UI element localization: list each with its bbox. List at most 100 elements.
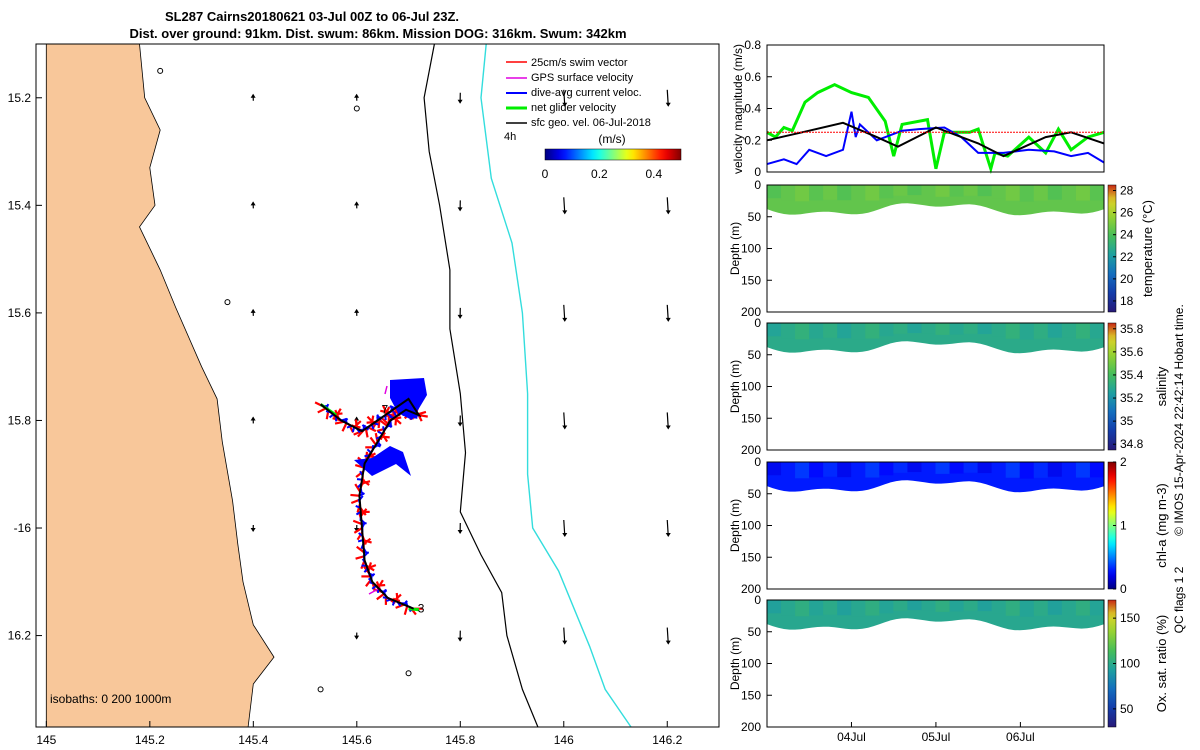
map-panel: 7 3 145 145.2 145.4 145.6 145.8 146 146.2 15.2 1… [8,43,720,747]
temperature-texture-19 [1033,185,1048,201]
chl-a-texture-9 [893,462,908,473]
salinity-texture-14 [963,323,978,334]
temperature-texture-12 [935,185,950,197]
chl-a-ylabel: Depth (m) [728,499,742,552]
island-1 [157,67,164,74]
map-ytick-label-4: -16 [14,521,32,535]
geo-arrowhead-1 [250,201,256,206]
temperature-ytick-label-1: 50 [748,210,762,224]
salinity-texture-3 [809,323,824,339]
swim-vector-1-2 [376,593,385,601]
legend-dive-label: dive-avg current veloc. [531,87,642,99]
geo-arrowhead-8 [354,416,360,421]
chl-a-texture-6 [851,462,866,479]
salinity-texture-4 [823,323,838,338]
salinity-cbar-tick-2: 35.4 [1120,368,1144,382]
map-ytick-label-3: 15.8 [8,413,32,427]
temperature-texture-3 [809,185,824,201]
colorbar-tick-0: 0 [542,167,549,181]
swim-vector-5-6 [355,470,364,478]
track-annotation-0: 7 [382,403,389,417]
temperature-texture-2 [795,185,810,202]
temperature-texture-5 [837,185,852,201]
velocity-colorbar [544,148,682,161]
swim-vector-4-0 [353,527,363,534]
temperature-ytick-label-0: 0 [754,178,761,192]
oxygen-texture-10 [907,600,922,611]
velocity-ytick-label-1: 0.2 [744,133,761,147]
geo-arrowhead-15 [457,530,463,535]
chl-a-texture-22 [1075,462,1090,478]
geo-arrowhead-4 [250,528,256,533]
island-2 [224,299,231,306]
salinity-section-panel: 0 50 100 150 200 Depth (m) 35.8 35.6 35.4 35.2 35 3… [728,316,1169,457]
temperature-texture-6 [851,185,866,202]
chl-a-texture-19 [1033,462,1048,478]
geo-arrowhead-13 [457,314,463,319]
isobath-200m [423,43,539,728]
salinity-texture-2 [795,323,810,340]
oxygen-cbar-tick-0: 150 [1120,611,1140,625]
chl-a-texture-23 [1089,462,1104,478]
salinity-texture-10 [907,323,922,334]
glider-track [319,397,422,610]
chl-a-texture-15 [977,462,992,474]
salinity-texture-9 [893,323,908,334]
map-xtick-label-3: 145.6 [342,733,372,747]
map-ytick-label-1: 15.4 [8,198,32,212]
salinity-texture-13 [949,323,964,335]
chl-a-ytick-label-1: 50 [748,487,762,501]
velocity-ytick-label-2: 0.4 [744,102,761,116]
geo-arrowhead-2 [250,308,256,313]
map-xtick-label-4: 145.8 [445,733,475,747]
geo-arrowhead-23 [665,102,671,107]
legend-sfc-label: sfc geo. vel. 06-Jul-2018 [531,117,651,129]
chl-a-ytick-label-0: 0 [754,455,761,469]
oxygen-texture-22 [1075,600,1090,616]
oxygen-texture-13 [949,600,964,612]
map-ytick-label-5: 16.2 [8,629,32,643]
temperature-texture-11 [921,185,936,196]
chl-a-cbar-tick-1: 1 [1120,519,1127,533]
temperature-cbar-tick-3: 22 [1120,250,1134,264]
oxygen-cbar-tick-1: 100 [1120,657,1140,671]
geo-arrowhead-25 [665,317,671,322]
oxygen-ytick-label-4: 200 [741,720,761,734]
velocity-series-2 [766,121,1105,158]
geo-arrowhead-22 [562,640,568,645]
geo-arrowhead-28 [665,640,671,645]
geo-arrowhead-24 [665,210,671,215]
salinity-ytick-label-2: 100 [741,380,761,394]
temperature-texture-9 [893,185,908,196]
temperature-ytick-label-4: 200 [741,305,761,319]
geo-arrowhead-5 [354,93,360,98]
oxygen-ytick-label-2: 100 [741,657,761,671]
legend-gps-label: GPS surface velocity [531,72,634,84]
temperature-texture-16 [991,185,1006,199]
oxygen-ytick-label-3: 150 [741,688,761,702]
oxygen-texture-5 [837,600,852,616]
geo-arrowhead-3 [250,416,256,421]
oxygen-texture-18 [1019,600,1034,617]
chl-a-texture-2 [795,462,810,479]
temperature-texture-15 [977,185,992,197]
geo-arrowhead-19 [562,317,568,322]
swim-vector-10-0 [418,413,428,418]
oxygen-texture-8 [879,600,894,614]
geo-arrowhead-26 [665,425,671,430]
salinity-cbar-tick-4: 35 [1120,414,1134,428]
temperature-texture-14 [963,185,978,196]
oxygen-texture-12 [935,600,950,612]
temperature-cbar-tick-2: 24 [1120,228,1134,242]
credit-note: © IMOS 15-Apr-2024 22:42:14 Hobart time. [1172,304,1186,536]
temperature-cbar-tick-5: 18 [1120,294,1134,308]
salinity-texture-20 [1047,323,1062,338]
map-xtick-label-5: 146 [554,733,574,747]
temperature-texture-13 [949,185,964,197]
geo-arrowhead-20 [562,425,568,430]
chl-a-texture-11 [921,462,936,473]
temperature-texture-0 [767,185,782,199]
swim-vector-1-6 [376,583,386,587]
temperature-texture-23 [1089,185,1104,201]
